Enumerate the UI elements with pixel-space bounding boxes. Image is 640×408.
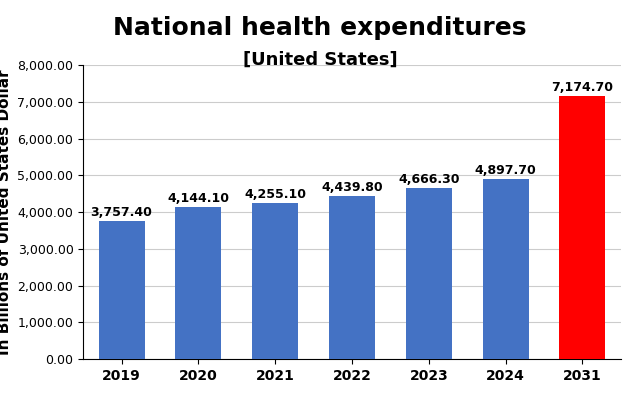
Text: 3,757.40: 3,757.40 bbox=[91, 206, 152, 219]
Bar bbox=[175, 207, 221, 359]
Text: [United States]: [United States] bbox=[243, 51, 397, 69]
Bar bbox=[483, 179, 529, 359]
Text: 4,897.70: 4,897.70 bbox=[475, 164, 536, 177]
Text: National health expenditures: National health expenditures bbox=[113, 16, 527, 40]
Bar bbox=[252, 203, 298, 359]
Bar bbox=[329, 196, 375, 359]
Text: 4,666.30: 4,666.30 bbox=[398, 173, 460, 186]
Text: 7,174.70: 7,174.70 bbox=[552, 80, 613, 93]
Y-axis label: In Billions of United States Dollar: In Billions of United States Dollar bbox=[0, 69, 12, 355]
Bar bbox=[559, 95, 605, 359]
Bar bbox=[406, 188, 452, 359]
Bar bbox=[99, 221, 145, 359]
Text: 4,144.10: 4,144.10 bbox=[168, 192, 229, 205]
Text: 4,439.80: 4,439.80 bbox=[321, 181, 383, 194]
Text: 4,255.10: 4,255.10 bbox=[244, 188, 306, 201]
